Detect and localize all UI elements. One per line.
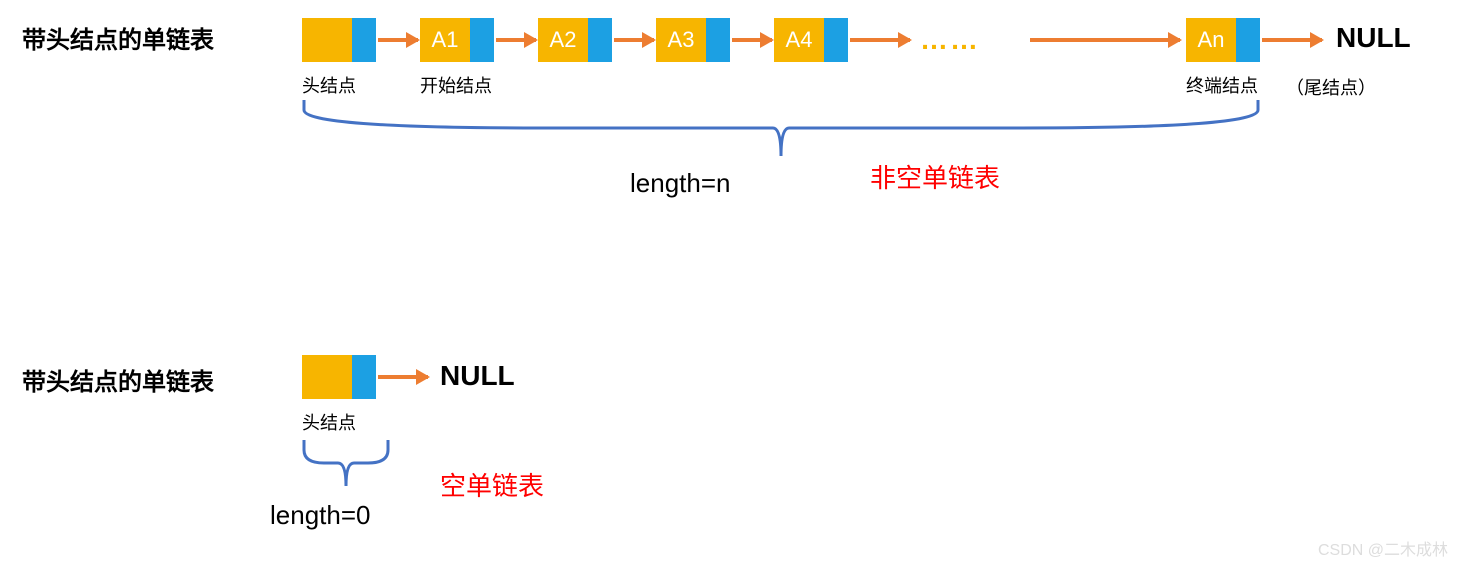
d1-node-4: A4 xyxy=(774,18,848,62)
d1-arrow-0 xyxy=(378,38,418,42)
d1-tail-extra: （尾结点） xyxy=(1286,74,1376,100)
ptr-cell xyxy=(352,355,376,399)
d2-red: 空单链表 xyxy=(440,466,544,503)
d1-arrow-1 xyxy=(496,38,536,42)
d1-sub-1: 开始结点 xyxy=(420,72,492,98)
data-cell: An xyxy=(1186,18,1236,62)
d1-red: 非空单链表 xyxy=(870,158,1000,195)
d1-node-0 xyxy=(302,18,376,62)
ptr-cell xyxy=(706,18,730,62)
d1-sub-0: 头结点 xyxy=(302,72,356,98)
watermark: CSDN @二木成林 xyxy=(1318,536,1448,560)
d1-tail-node: An xyxy=(1186,18,1260,62)
data-cell: A4 xyxy=(774,18,824,62)
data-cell: A2 xyxy=(538,18,588,62)
data-cell xyxy=(302,18,352,62)
d1-arrow-4 xyxy=(850,38,910,42)
d2-length: length=0 xyxy=(270,500,370,531)
data-cell xyxy=(302,355,352,399)
d2-arrow xyxy=(378,375,428,379)
d1-arrow-6 xyxy=(1262,38,1322,42)
ptr-cell xyxy=(470,18,494,62)
d2-head-node xyxy=(302,355,376,399)
diagram2-title: 带头结点的单链表 xyxy=(22,362,214,397)
d1-tail-sub: 终端结点 xyxy=(1186,72,1258,98)
d1-arrow-5 xyxy=(1030,38,1180,42)
d2-brace xyxy=(302,440,390,496)
ptr-cell xyxy=(824,18,848,62)
d2-head-sub: 头结点 xyxy=(302,409,356,435)
diagram1-title: 带头结点的单链表 xyxy=(22,20,214,55)
d2-null: NULL xyxy=(440,360,515,392)
d1-length: length=n xyxy=(630,168,730,199)
ptr-cell xyxy=(588,18,612,62)
ptr-cell xyxy=(352,18,376,62)
d1-dots: …… xyxy=(920,24,980,56)
data-cell: A3 xyxy=(656,18,706,62)
d1-node-3: A3 xyxy=(656,18,730,62)
d1-null: NULL xyxy=(1336,22,1411,54)
data-cell: A1 xyxy=(420,18,470,62)
d1-node-2: A2 xyxy=(538,18,612,62)
ptr-cell xyxy=(1236,18,1260,62)
d1-node-1: A1 xyxy=(420,18,494,62)
d1-brace xyxy=(302,100,1260,166)
d1-arrow-3 xyxy=(732,38,772,42)
d1-arrow-2 xyxy=(614,38,654,42)
